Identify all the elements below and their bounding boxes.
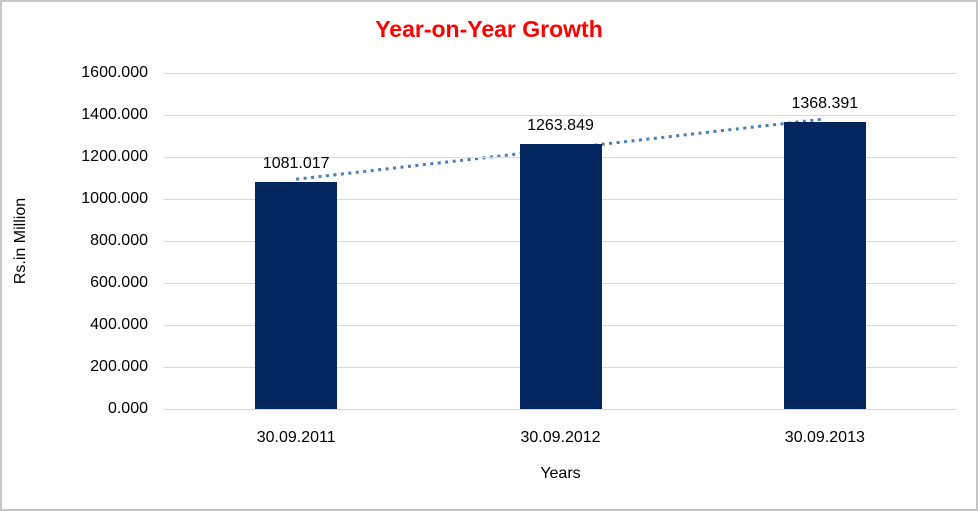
data-label: 1081.017 (262, 154, 330, 172)
gridline (164, 408, 957, 410)
x-tick-label: 30.09.2011 (256, 429, 336, 446)
y-tick-label: 1200.000 (81, 148, 148, 165)
x-tick-label: 30.09.2012 (520, 429, 601, 446)
y-tick-label: 0.000 (107, 400, 148, 417)
y-tick-label: 1400.000 (81, 106, 148, 123)
bar-30.09.2011 (255, 181, 338, 409)
bar-30.09.2012 (519, 143, 602, 409)
y-tick-label: 400.000 (90, 316, 148, 333)
gridline (164, 114, 957, 116)
y-tick-label: 600.000 (90, 274, 148, 291)
x-tick-label: 30.09.2013 (784, 429, 865, 446)
data-label: 1368.391 (791, 94, 859, 112)
gridline (164, 72, 957, 74)
y-tick-label: 1000.000 (81, 190, 148, 207)
chart-title: Year-on-Year Growth (375, 16, 603, 42)
bar-30.09.2013 (783, 121, 866, 409)
y-tick-label: 200.000 (90, 358, 148, 375)
y-tick-label: 1600.000 (81, 64, 148, 81)
x-axis-title: Years (540, 465, 581, 482)
data-label: 1263.849 (527, 116, 594, 134)
y-tick-label: 800.000 (90, 232, 148, 249)
